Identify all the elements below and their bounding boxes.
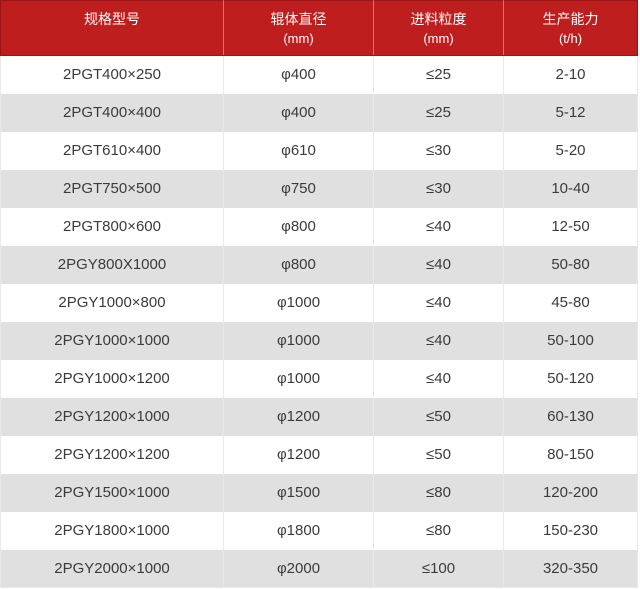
table-row: 2PGY1000×1200 φ1000 ≤40 50-120 bbox=[0, 359, 638, 398]
header-title: 辊体直径 bbox=[270, 10, 327, 27]
table-cell: ≤50 bbox=[373, 397, 504, 436]
header-title: 生产能力 bbox=[542, 10, 599, 27]
table-cell: 50-120 bbox=[503, 359, 638, 398]
header-unit: (t/h) bbox=[558, 30, 583, 46]
table-cell: φ2000 bbox=[223, 549, 374, 588]
table-cell: ≤50 bbox=[373, 435, 504, 474]
table-cell: φ1200 bbox=[223, 397, 374, 436]
table-cell: φ1200 bbox=[223, 435, 374, 474]
table-row: 2PGT610×400 φ610 ≤30 5-20 bbox=[0, 131, 638, 170]
table-cell: 2PGY1800×1000 bbox=[0, 511, 224, 550]
table-cell: 12-50 bbox=[503, 207, 638, 246]
table-cell: 80-150 bbox=[503, 435, 638, 474]
table-header: 规格型号 辊体直径 (mm) 进料粒度 (mm) 生产能力 (t/ bbox=[0, 0, 638, 56]
table-row: 2PGT400×400 φ400 ≤25 5-12 bbox=[0, 93, 638, 132]
header-cell-roller-diameter: 辊体直径 (mm) bbox=[223, 0, 374, 56]
table-cell: ≤40 bbox=[373, 359, 504, 398]
table-row: 2PGT400×250 φ400 ≤25 2-10 bbox=[0, 55, 638, 94]
table-cell: 2PGT400×250 bbox=[0, 55, 224, 94]
table-cell: ≤40 bbox=[373, 321, 504, 360]
table-cell: ≤80 bbox=[373, 511, 504, 550]
table-cell: ≤30 bbox=[373, 169, 504, 208]
table-cell: φ1000 bbox=[223, 359, 374, 398]
header-cell-model: 规格型号 bbox=[0, 0, 224, 56]
table-row: 2PGY2000×1000 φ2000 ≤100 320-350 bbox=[0, 549, 638, 588]
table-cell: 2PGY1500×1000 bbox=[0, 473, 224, 512]
table-cell: φ800 bbox=[223, 207, 374, 246]
table-cell: 50-80 bbox=[503, 245, 638, 284]
table-cell: 2PGY2000×1000 bbox=[0, 549, 224, 588]
table-cell: φ1500 bbox=[223, 473, 374, 512]
table-cell: ≤100 bbox=[373, 549, 504, 588]
table-row: 2PGY1000×800 φ1000 ≤40 45-80 bbox=[0, 283, 638, 322]
header-unit: (mm) bbox=[423, 30, 454, 46]
table-cell: φ800 bbox=[223, 245, 374, 284]
table-cell: 2PGT800×600 bbox=[0, 207, 224, 246]
table-cell: 2PGY1200×1000 bbox=[0, 397, 224, 436]
table-row: 2PGY1500×1000 φ1500 ≤80 120-200 bbox=[0, 473, 638, 512]
table-cell: 60-130 bbox=[503, 397, 638, 436]
table-cell: ≤40 bbox=[373, 207, 504, 246]
table-cell: 2PGY800X1000 bbox=[0, 245, 224, 284]
table-body: 2PGT400×250 φ400 ≤25 2-10 2PGT400×400 φ400 ≤25… bbox=[0, 55, 638, 588]
table-cell: φ610 bbox=[223, 131, 374, 170]
table-cell: 50-100 bbox=[503, 321, 638, 360]
table-cell: 2PGY1000×800 bbox=[0, 283, 224, 322]
table-cell: φ1800 bbox=[223, 511, 374, 550]
table-cell: φ1000 bbox=[223, 283, 374, 322]
table-row: 2PGT750×500 φ750 ≤30 10-40 bbox=[0, 169, 638, 208]
table-cell: 150-230 bbox=[503, 511, 638, 550]
table-cell: φ400 bbox=[223, 55, 374, 94]
table-cell: 10-40 bbox=[503, 169, 638, 208]
table-cell: φ750 bbox=[223, 169, 374, 208]
table-cell: 45-80 bbox=[503, 283, 638, 322]
table-cell: ≤40 bbox=[373, 283, 504, 322]
table-row: 2PGY1800×1000 φ1800 ≤80 150-230 bbox=[0, 511, 638, 550]
table-row: 2PGY1200×1200 φ1200 ≤50 80-150 bbox=[0, 435, 638, 474]
table-cell: 2PGY1000×1000 bbox=[0, 321, 224, 360]
table-cell: 320-350 bbox=[503, 549, 638, 588]
table-cell: ≤25 bbox=[373, 93, 504, 132]
table-row: 2PGT800×600 φ800 ≤40 12-50 bbox=[0, 207, 638, 246]
table-cell: 2-10 bbox=[503, 55, 638, 94]
table-cell: 5-12 bbox=[503, 93, 638, 132]
table-row: 2PGY1200×1000 φ1200 ≤50 60-130 bbox=[0, 397, 638, 436]
table-row: 2PGY1000×1000 φ1000 ≤40 50-100 bbox=[0, 321, 638, 360]
table-cell: 2PGT400×400 bbox=[0, 93, 224, 132]
table-header-row: 规格型号 辊体直径 (mm) 进料粒度 (mm) 生产能力 (t/ bbox=[0, 0, 638, 56]
table-cell: 2PGY1000×1200 bbox=[0, 359, 224, 398]
table-cell: ≤40 bbox=[373, 245, 504, 284]
header-cell-feed-size: 进料粒度 (mm) bbox=[373, 0, 504, 56]
table-cell: 120-200 bbox=[503, 473, 638, 512]
table-cell: ≤25 bbox=[373, 55, 504, 94]
table-cell: ≤30 bbox=[373, 131, 504, 170]
table-cell: φ400 bbox=[223, 93, 374, 132]
table-row: 2PGY800X1000 φ800 ≤40 50-80 bbox=[0, 245, 638, 284]
table-cell: φ1000 bbox=[223, 321, 374, 360]
table-cell: ≤80 bbox=[373, 473, 504, 512]
header-cell-capacity: 生产能力 (t/h) bbox=[503, 0, 638, 56]
header-unit: (mm) bbox=[283, 30, 314, 46]
table-cell: 5-20 bbox=[503, 131, 638, 170]
table-cell: 2PGT610×400 bbox=[0, 131, 224, 170]
header-title: 规格型号 bbox=[84, 10, 140, 27]
header-title: 进料粒度 bbox=[410, 10, 467, 27]
table-cell: 2PGT750×500 bbox=[0, 169, 224, 208]
table-cell: 2PGY1200×1200 bbox=[0, 435, 224, 474]
